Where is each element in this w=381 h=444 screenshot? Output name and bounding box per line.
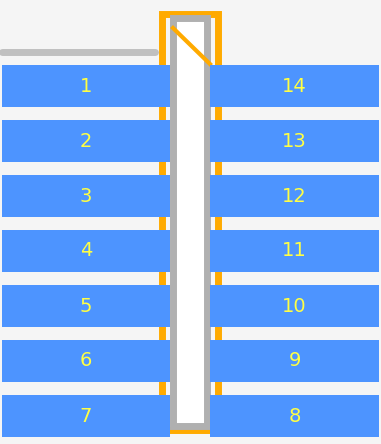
Bar <box>210 395 379 437</box>
Text: 13: 13 <box>282 131 307 151</box>
Bar <box>210 65 379 107</box>
Text: 14: 14 <box>282 76 307 95</box>
Text: 4: 4 <box>80 242 92 261</box>
Text: 1: 1 <box>80 76 92 95</box>
Bar <box>210 175 379 217</box>
Bar <box>2 65 170 107</box>
Text: 9: 9 <box>288 352 301 370</box>
Bar <box>2 230 170 272</box>
Bar <box>2 395 170 437</box>
Bar <box>2 175 170 217</box>
Bar <box>210 340 379 382</box>
Bar <box>173 18 207 426</box>
Bar <box>210 285 379 327</box>
Text: 11: 11 <box>282 242 307 261</box>
Bar <box>2 120 170 162</box>
Text: 10: 10 <box>282 297 307 316</box>
Bar <box>162 14 218 430</box>
Text: 5: 5 <box>80 297 92 316</box>
Text: 12: 12 <box>282 186 307 206</box>
Bar <box>2 340 170 382</box>
Text: 7: 7 <box>80 407 92 425</box>
Bar <box>2 285 170 327</box>
Bar <box>210 230 379 272</box>
Text: 2: 2 <box>80 131 92 151</box>
Text: 3: 3 <box>80 186 92 206</box>
Text: 8: 8 <box>288 407 301 425</box>
Text: 6: 6 <box>80 352 92 370</box>
Bar <box>210 120 379 162</box>
